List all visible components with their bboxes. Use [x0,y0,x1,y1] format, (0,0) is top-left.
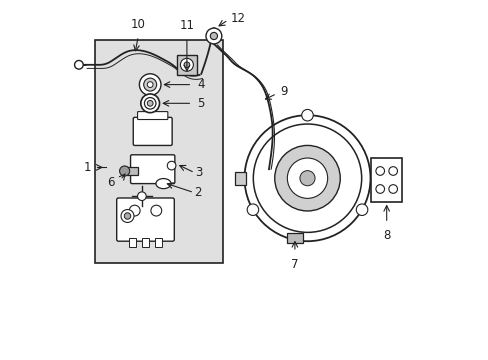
Bar [235,172,246,185]
Circle shape [356,204,367,215]
Circle shape [301,109,313,121]
FancyBboxPatch shape [137,112,167,120]
Bar [129,238,136,247]
Text: 7: 7 [290,258,298,271]
Bar [142,238,149,247]
Ellipse shape [156,179,171,189]
Circle shape [129,205,140,216]
Circle shape [388,185,397,193]
Text: 1: 1 [83,161,91,174]
Circle shape [121,210,134,222]
Circle shape [205,28,222,44]
Text: 10: 10 [131,18,145,31]
Bar [371,158,401,202]
Circle shape [167,161,176,170]
Circle shape [375,185,384,193]
Circle shape [137,192,146,201]
Circle shape [120,166,129,176]
Text: 12: 12 [230,12,245,24]
Text: 5: 5 [197,97,204,110]
Circle shape [144,98,156,109]
Circle shape [183,62,189,68]
Circle shape [147,82,153,87]
FancyBboxPatch shape [130,155,175,184]
Text: 4: 4 [197,78,204,91]
Circle shape [147,100,153,106]
Circle shape [253,124,361,233]
Bar [286,233,302,243]
Bar [95,40,223,263]
Text: 8: 8 [382,229,389,242]
Circle shape [299,171,314,186]
Text: 11: 11 [179,19,194,32]
Circle shape [287,158,327,198]
Circle shape [246,204,258,215]
Bar [154,238,162,247]
Text: 9: 9 [280,85,287,98]
Circle shape [75,60,83,69]
Circle shape [124,213,130,219]
Circle shape [375,167,384,175]
Text: 6: 6 [107,176,115,189]
Circle shape [274,145,340,211]
Circle shape [210,32,217,40]
Text: 2: 2 [194,186,201,199]
Circle shape [388,167,397,175]
FancyBboxPatch shape [133,117,172,145]
Bar [127,167,137,175]
Circle shape [244,115,370,241]
Circle shape [151,205,162,216]
Circle shape [141,94,159,113]
Circle shape [143,78,156,91]
Bar [177,55,197,75]
FancyBboxPatch shape [117,198,174,241]
Circle shape [139,74,161,95]
Text: 3: 3 [194,166,202,179]
Circle shape [180,58,193,71]
